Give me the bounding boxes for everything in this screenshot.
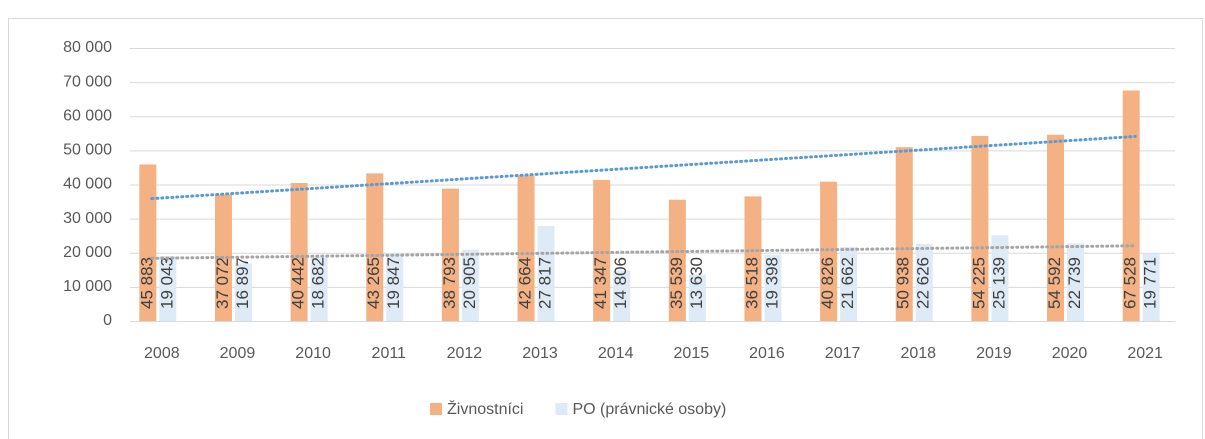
x-tick-label: 2014 — [598, 345, 634, 362]
bar — [537, 226, 555, 321]
trendline — [150, 134, 1137, 201]
y-tick-label: 60 000 — [63, 107, 112, 124]
data-label: 14 806 — [611, 257, 630, 309]
x-tick-label: 2017 — [825, 345, 861, 362]
data-label: 27 817 — [536, 257, 555, 309]
bar — [915, 243, 933, 321]
data-label: 45 883 — [137, 257, 156, 309]
data-label: 54 592 — [1045, 257, 1064, 309]
bar — [971, 135, 989, 321]
bar — [744, 196, 762, 321]
x-tick-label: 2012 — [447, 345, 483, 362]
x-tick-label: 2020 — [1052, 345, 1088, 362]
data-label: 20 905 — [460, 257, 479, 309]
y-tick-label: 10 000 — [63, 278, 112, 295]
bar — [840, 247, 858, 321]
bar — [290, 182, 308, 321]
x-tick-label: 2019 — [976, 345, 1012, 362]
bar — [668, 199, 686, 321]
data-label: 36 518 — [742, 257, 761, 309]
legend-swatch — [430, 403, 442, 415]
data-label: 25 139 — [989, 257, 1008, 309]
data-label: 42 664 — [516, 257, 535, 309]
data-label: 19 398 — [762, 257, 781, 309]
data-label: 40 442 — [289, 257, 308, 309]
data-label: 19 847 — [384, 257, 403, 309]
y-tick-label: 30 000 — [63, 210, 112, 227]
y-tick-label: 20 000 — [63, 244, 112, 261]
bar — [613, 270, 631, 321]
legend: Živnostníci PO (právnické osoby) — [430, 399, 726, 418]
bar — [895, 147, 913, 321]
data-label: 54 225 — [969, 257, 988, 309]
legend-label: PO (právnické osoby) — [572, 401, 726, 418]
x-tick-label: 2016 — [749, 345, 785, 362]
x-tick-label: 2018 — [900, 345, 936, 362]
data-label: 22 739 — [1065, 257, 1084, 309]
data-label: 19 771 — [1141, 257, 1160, 309]
x-tick-label: 2011 — [372, 345, 407, 362]
data-label: 40 826 — [818, 257, 837, 309]
bar — [310, 257, 328, 321]
x-tick-label: 2013 — [522, 345, 558, 362]
data-label: 50 938 — [894, 257, 913, 309]
y-tick-label: 40 000 — [63, 176, 112, 193]
x-tick-label: 2009 — [220, 345, 256, 362]
data-label: 16 897 — [233, 257, 252, 309]
data-label: 13 630 — [687, 257, 706, 309]
bar — [1142, 253, 1160, 321]
data-label: 37 072 — [213, 257, 232, 309]
data-label: 41 347 — [591, 257, 610, 309]
data-label: 22 626 — [914, 257, 933, 309]
bar — [764, 254, 782, 321]
x-tick-label: 2008 — [144, 345, 180, 362]
bar — [688, 274, 706, 321]
bar — [517, 175, 535, 321]
trendline — [150, 244, 1137, 260]
data-label: 21 662 — [838, 257, 857, 309]
bar — [991, 235, 1009, 321]
bar — [139, 164, 157, 321]
bar — [1047, 134, 1065, 321]
bar — [1122, 90, 1140, 321]
y-tick-label: 80 000 — [63, 39, 112, 56]
data-label: 18 682 — [309, 257, 328, 309]
y-tick-label: 0 — [103, 312, 112, 329]
x-tick-label: 2021 — [1127, 345, 1163, 362]
y-tick-label: 50 000 — [63, 142, 112, 159]
bar — [820, 181, 838, 321]
bar — [461, 249, 479, 321]
data-label: 19 043 — [157, 257, 176, 309]
bar — [366, 173, 384, 321]
x-tick-label: 2015 — [674, 345, 710, 362]
bar — [234, 263, 252, 321]
legend-swatch — [555, 403, 568, 415]
legend-label: Živnostníci — [447, 399, 523, 418]
bar — [1067, 243, 1085, 321]
bar — [159, 256, 177, 321]
bar — [386, 253, 404, 321]
data-label: 43 265 — [364, 257, 383, 309]
y-tick-label: 70 000 — [63, 73, 112, 90]
x-tick-label: 2010 — [295, 345, 331, 362]
bar — [593, 179, 611, 321]
data-label: 35 539 — [667, 257, 686, 309]
data-label: 38 793 — [440, 257, 459, 309]
data-label: 67 528 — [1121, 257, 1140, 309]
